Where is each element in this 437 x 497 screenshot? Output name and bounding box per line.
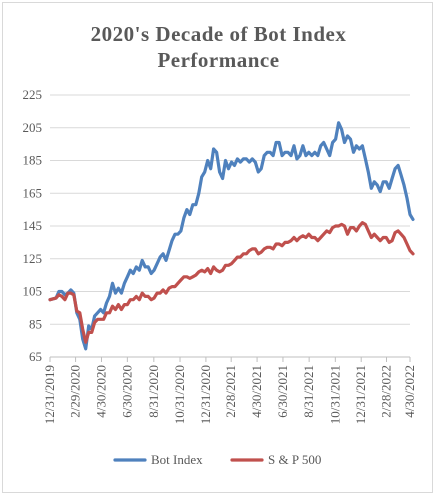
legend-label: Bot Index xyxy=(151,452,203,467)
x-tick-label: 12/31/2021 xyxy=(353,365,368,424)
x-tick-label: 8/31/2021 xyxy=(301,365,316,418)
x-tick-label: 2/28/2022 xyxy=(378,365,393,418)
y-tick-label: 65 xyxy=(29,349,42,364)
y-tick-label: 105 xyxy=(23,284,43,299)
x-axis-tick-labels: 12/31/2019 2/29/2020 4/30/2020 6/30/2020 8/3… xyxy=(42,357,417,424)
y-tick-label: 145 xyxy=(23,218,43,233)
y-tick-label: 185 xyxy=(23,153,43,168)
chart-frame xyxy=(2,2,433,493)
y-tick-label: 205 xyxy=(23,120,43,135)
x-tick-label: 2/28/2021 xyxy=(223,365,238,418)
legend-label: S & P 500 xyxy=(268,452,321,467)
series-lines xyxy=(48,121,415,351)
y-tick-label: 125 xyxy=(23,251,43,266)
x-tick-label: 6/30/2020 xyxy=(119,365,134,418)
x-tick-label: 2/29/2020 xyxy=(68,365,83,418)
x-tick-label: 4/30/2022 xyxy=(402,365,417,418)
x-tick-label: 4/30/2021 xyxy=(249,365,264,418)
chart-title-line-1: 2020's Decade of Bot Index xyxy=(90,22,347,46)
y-axis-tick-labels: 65 85 105 125 145 165 185 205 225 xyxy=(23,87,43,364)
x-tick-label: 10/31/2021 xyxy=(327,365,342,424)
x-tick-label: 10/31/2020 xyxy=(172,365,187,424)
x-tick-label: 12/31/2020 xyxy=(198,365,213,424)
y-tick-label: 85 xyxy=(29,316,42,331)
x-tick-label: 12/31/2019 xyxy=(42,365,57,424)
chart-title-line-2: Performance xyxy=(157,48,280,72)
x-tick-label: 6/30/2021 xyxy=(275,365,290,418)
x-tick-label: 8/31/2020 xyxy=(146,365,161,418)
legend: Bot Index S & P 500 xyxy=(113,452,321,467)
series-line-sp500 xyxy=(48,221,415,344)
y-tick-label: 225 xyxy=(23,87,43,102)
x-tick-label: 4/30/2020 xyxy=(93,365,108,418)
series-line-bot-index xyxy=(48,121,415,351)
gridlines xyxy=(50,94,410,325)
y-tick-label: 165 xyxy=(23,185,43,200)
